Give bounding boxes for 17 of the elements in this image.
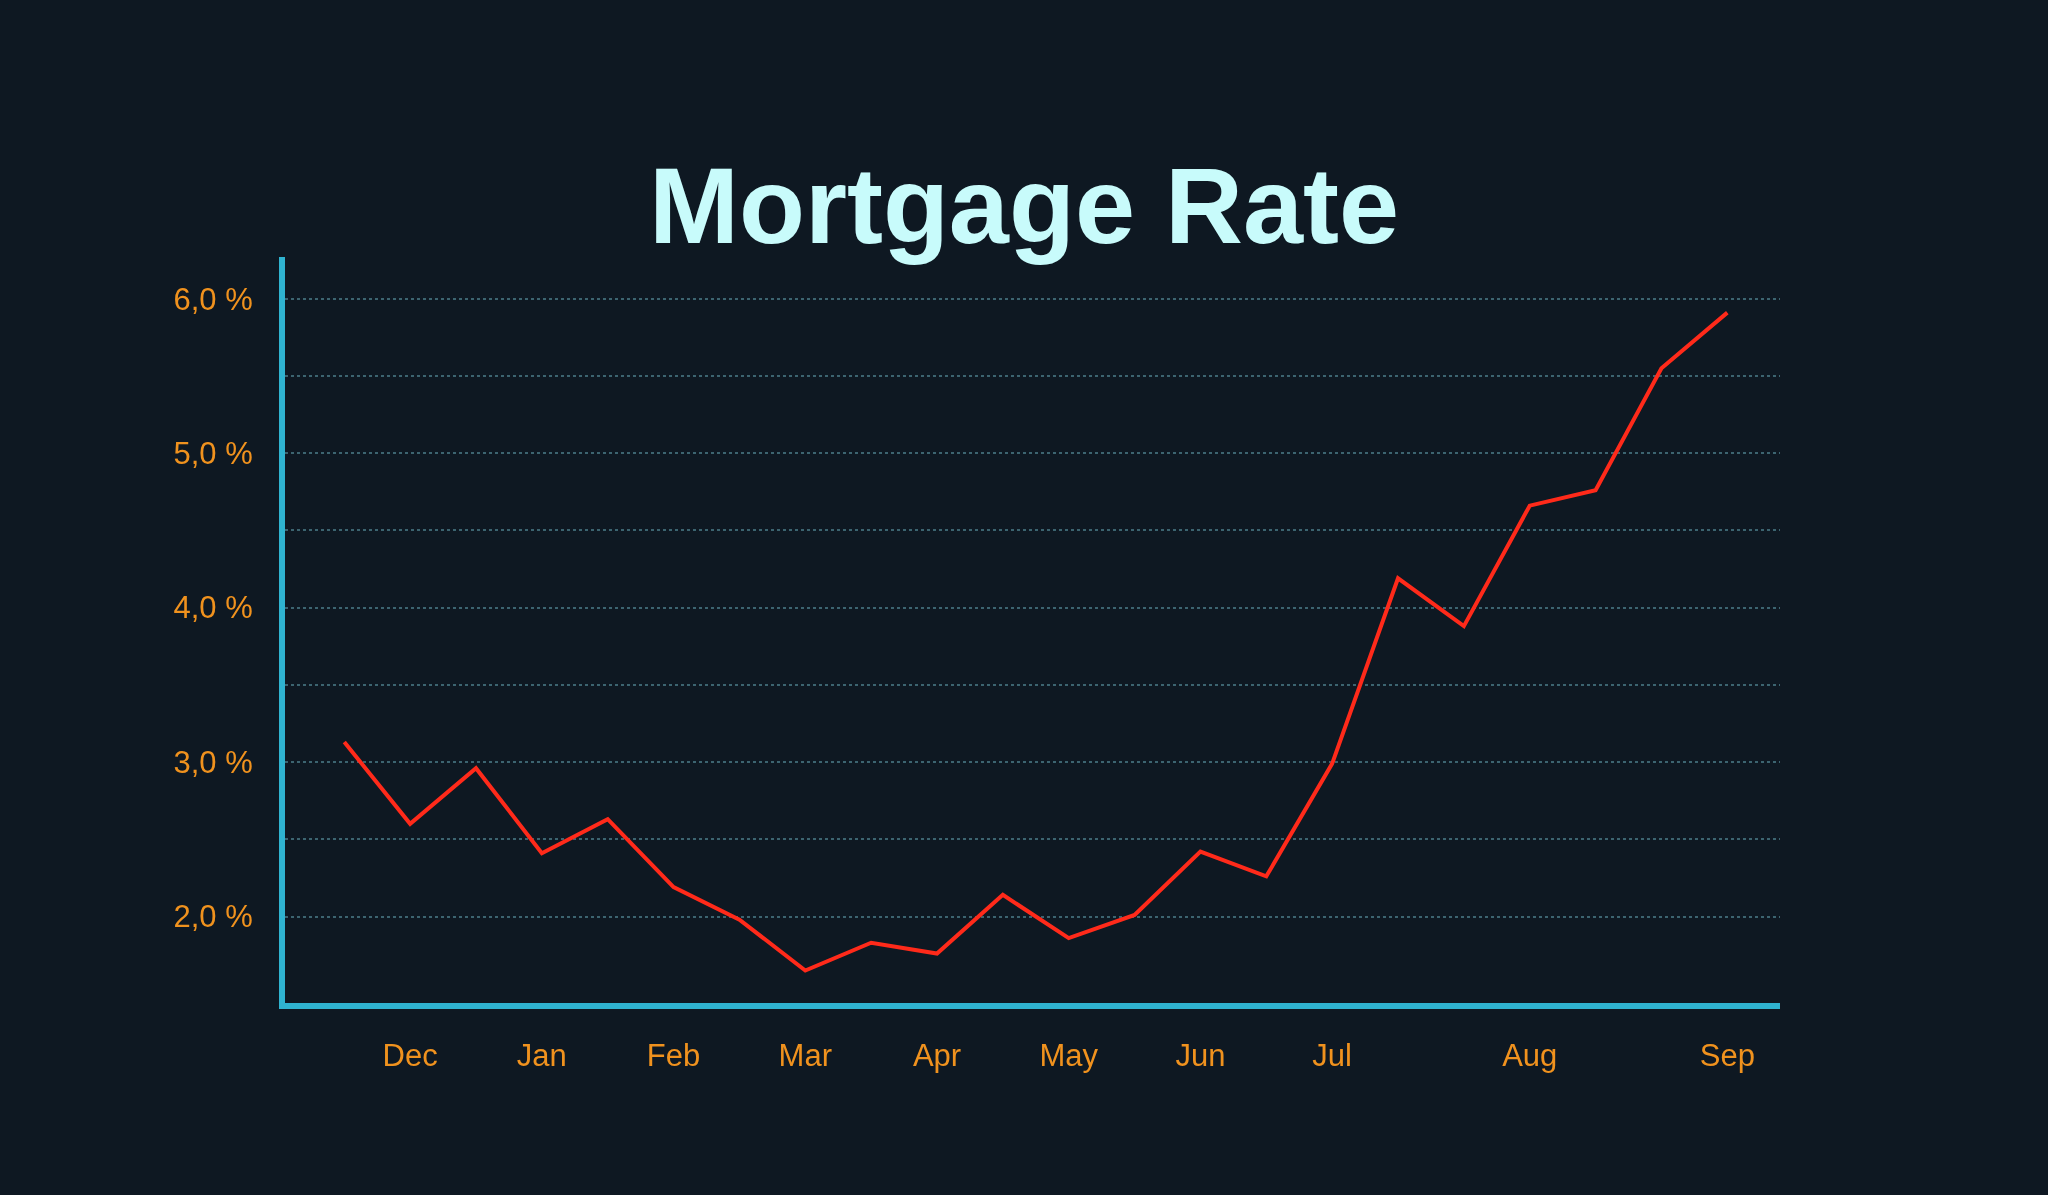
y-tick-label: 5,0 % bbox=[173, 436, 253, 471]
x-tick-label: Mar bbox=[778, 1038, 832, 1074]
x-tick-label: Jun bbox=[1175, 1038, 1226, 1074]
line-series bbox=[342, 310, 1730, 973]
x-tick-label: May bbox=[1039, 1038, 1099, 1074]
y-tick-label: 4,0 % bbox=[173, 590, 253, 626]
x-tick-label: Feb bbox=[646, 1038, 701, 1074]
y-tick-label: 2,0 % bbox=[173, 899, 253, 935]
x-tick-label: Jan bbox=[516, 1038, 567, 1074]
x-tick-label: Aug bbox=[1502, 1038, 1558, 1074]
chart-title: Mortgage Rate bbox=[648, 145, 1400, 267]
x-tick-label: Apr bbox=[912, 1038, 962, 1074]
x-tick-label: Dec bbox=[382, 1038, 438, 1074]
x-tick-label: Jul bbox=[1312, 1038, 1352, 1074]
x-tick-label: Sep bbox=[1699, 1038, 1755, 1074]
y-tick-label: 6,0 % bbox=[173, 281, 253, 317]
y-tick-label: 3,0 % bbox=[173, 744, 253, 780]
